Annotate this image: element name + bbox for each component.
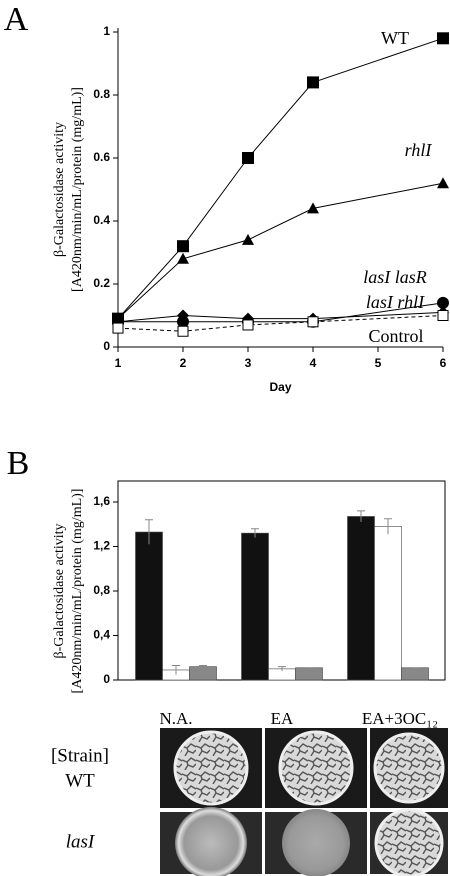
colony	[173, 730, 249, 806]
y-tick-label: 0.6	[93, 150, 110, 164]
marker	[437, 177, 449, 189]
x-tick-label: 5	[375, 356, 382, 370]
colony	[374, 808, 444, 876]
bar	[374, 526, 402, 681]
y-axis-label: β-Galactosidase activity	[52, 122, 67, 257]
series-label: rhlI	[405, 140, 433, 160]
marker	[307, 316, 319, 328]
error-bar	[145, 519, 153, 545]
series-label: Control	[368, 326, 423, 346]
panel-label: B	[7, 445, 30, 482]
bar	[347, 516, 375, 681]
x-tick-label: 1	[115, 356, 122, 370]
marker	[177, 325, 189, 337]
bar	[135, 531, 163, 681]
colony	[175, 807, 247, 876]
panel-label: A	[4, 1, 29, 38]
marker	[242, 319, 254, 331]
x-tick-label: 6	[440, 356, 447, 370]
x-tick-label: 2	[180, 356, 187, 370]
marker	[307, 202, 319, 214]
x-tick-label: 3	[245, 356, 252, 370]
bar	[295, 667, 323, 681]
series-label: WT	[381, 28, 409, 48]
image-row-label: lasI	[66, 831, 96, 852]
marker	[177, 315, 189, 328]
y-tick-label: 1,2	[93, 539, 110, 553]
y-axis-label: [A420nm/min/mL/protein (mg/mL)]	[70, 87, 85, 292]
y-tick-label: 0	[103, 672, 110, 686]
series-line	[117, 311, 444, 323]
colony-images	[160, 728, 448, 876]
y-axis-label: β-Galactosidase activity	[52, 523, 67, 658]
x-tick-label: 4	[310, 356, 317, 370]
colony	[282, 809, 350, 876]
marker	[437, 310, 449, 321]
y-tick-label: 0	[103, 339, 110, 353]
error-bar	[199, 665, 207, 668]
y-tick-label: 0.2	[93, 276, 110, 290]
error-bar	[251, 528, 259, 538]
colony	[373, 732, 445, 804]
marker	[112, 322, 124, 334]
colony	[278, 730, 354, 806]
x-axis-label: Day	[269, 380, 291, 394]
marker	[307, 76, 319, 89]
marker	[242, 233, 254, 245]
image-row-label: [Strain]	[51, 745, 109, 766]
y-tick-label: 1,6	[93, 494, 110, 508]
marker	[437, 32, 449, 45]
series-line	[117, 315, 444, 332]
bar	[401, 667, 429, 681]
y-tick-label: 1	[103, 24, 110, 38]
y-axis-label: [A420nm/min/mL/protein (mg/mL)]	[70, 489, 85, 694]
y-tick-label: 0.8	[93, 87, 110, 101]
bar	[241, 532, 269, 681]
y-tick-label: 0,4	[93, 628, 110, 642]
category-label: EA+3OC₁₂	[362, 709, 438, 728]
error-bar	[357, 510, 365, 523]
category-label: EA	[271, 709, 294, 728]
y-tick-label: 0,8	[93, 583, 110, 597]
series-label: lasI lasR	[363, 267, 427, 287]
marker	[437, 296, 449, 309]
error-bar	[278, 666, 286, 672]
y-tick-label: 0.4	[93, 213, 110, 227]
marker	[242, 152, 254, 164]
marker	[177, 252, 189, 264]
marker	[177, 240, 189, 253]
image-row-label: WT	[65, 770, 95, 791]
error-bar	[384, 518, 392, 535]
bar	[189, 666, 217, 681]
series-label: lasI rhlI	[366, 292, 425, 312]
error-bar	[172, 665, 180, 675]
category-label: N.A.	[159, 709, 192, 728]
